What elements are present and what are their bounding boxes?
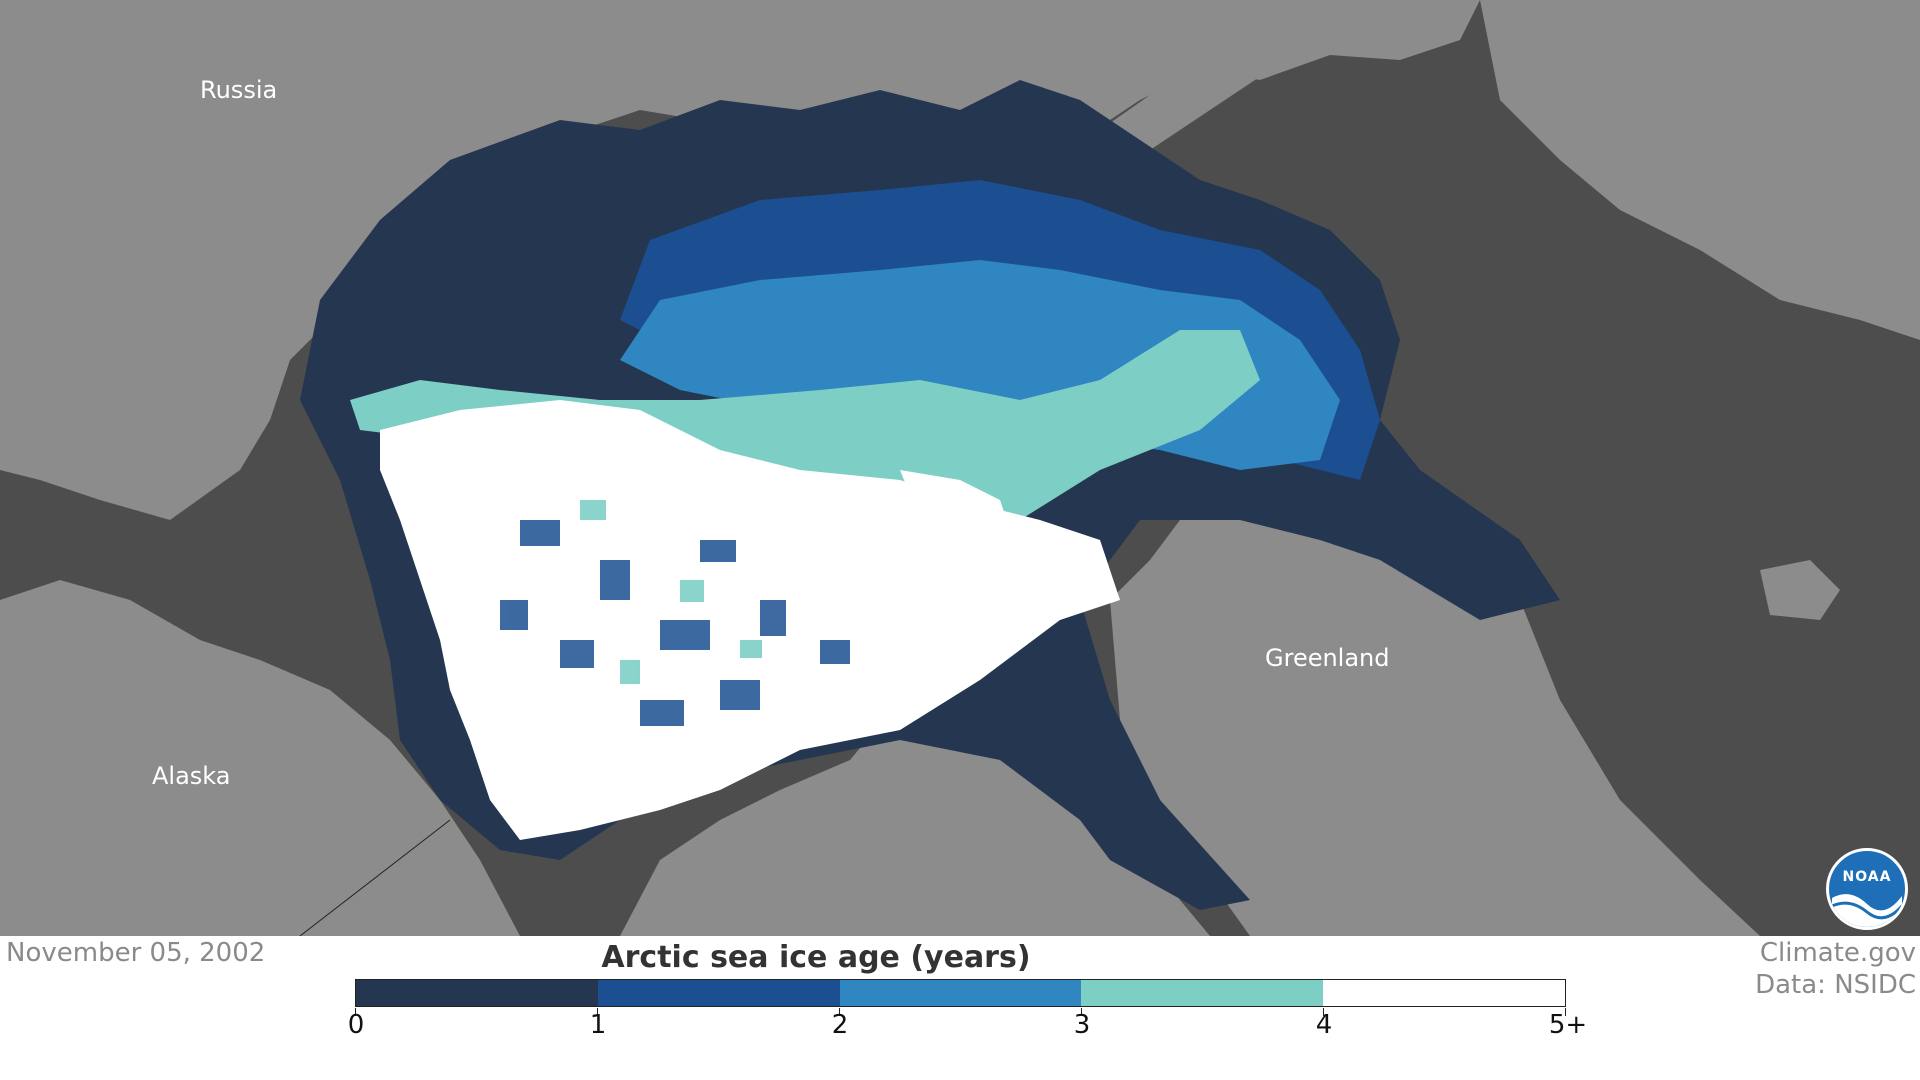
legend-tick-mark	[1081, 1008, 1082, 1016]
legend-swatch-2-3	[839, 980, 1082, 1006]
legend-tick-label: 3	[1073, 1010, 1091, 1040]
legend-tick-label: 0	[347, 1010, 365, 1040]
date-line	[299, 819, 451, 936]
noaa-logo: NOAA	[1826, 848, 1908, 930]
legend-colorbar	[355, 979, 1566, 1007]
ice-age-3-4	[350, 330, 1260, 520]
russia-label: Russia	[200, 76, 278, 104]
norway-scandinavia-land	[1480, 0, 1920, 340]
credit-data: Data: NSIDC	[1755, 970, 1916, 1000]
arctic-map: Russia Alaska Greenland NOAA	[0, 0, 1920, 936]
ice-mix-speckles	[500, 520, 850, 726]
legend-tick-label: 5+	[1548, 1010, 1588, 1040]
alaska-label: Alaska	[152, 762, 231, 790]
russia-land	[0, 0, 1480, 520]
legend-swatch-1-2	[597, 980, 840, 1006]
noaa-logo-text: NOAA	[1842, 869, 1892, 885]
legend-tick-label: 4	[1315, 1010, 1333, 1040]
legend-title: Arctic sea ice age (years)	[601, 940, 1031, 975]
iceland-land	[1760, 560, 1840, 620]
legend-swatch-4-5	[1323, 980, 1565, 1006]
footer	[0, 936, 1920, 1080]
legend-tick-mark	[597, 1008, 598, 1016]
alaska-land	[0, 580, 520, 936]
noaa-wave-icon	[1831, 894, 1904, 927]
legend-tick-label: 2	[831, 1010, 849, 1040]
legend-tick-mark	[355, 1008, 356, 1016]
greenland-label: Greenland	[1265, 644, 1390, 672]
credit-site: Climate.gov	[1759, 938, 1916, 968]
legend-tick-mark	[839, 1008, 840, 1016]
date-label: November 05, 2002	[6, 938, 266, 968]
legend-swatch-3-4	[1081, 980, 1324, 1006]
map-graphic	[0, 0, 1920, 936]
novaya-zemlya-land	[1100, 40, 1270, 160]
legend-tick-mark	[1565, 1008, 1566, 1016]
ice-mix-speckles-teal	[580, 500, 762, 684]
ice-age-4-5-arm	[900, 470, 1020, 560]
legend-tick-mark	[1323, 1008, 1324, 1016]
greenland-land	[1110, 470, 1760, 936]
legend-tick-label: 1	[589, 1010, 607, 1040]
legend-swatch-0-1	[356, 980, 598, 1006]
